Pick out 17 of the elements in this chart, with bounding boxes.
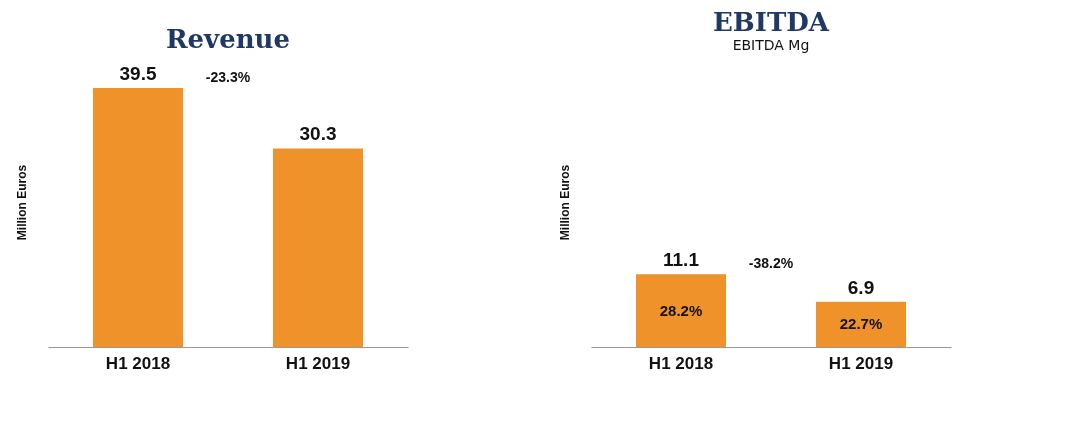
data-label: 39.5 <box>119 63 157 85</box>
y-axis-title: Million Euros <box>557 164 572 241</box>
text: -23.3% <box>205 69 251 86</box>
annotation: 28.2% <box>659 301 703 319</box>
data-label: 30.3 <box>299 123 337 145</box>
x-tick-label: H1 2019 <box>285 353 351 373</box>
data-label: 6.9 <box>847 276 875 298</box>
x-tick-label: H1 2019 <box>828 353 894 373</box>
data-label: 11.1 <box>663 249 700 271</box>
chart-subtitle: EBITDA Mg <box>732 37 810 53</box>
chart-title: EBITDA <box>712 7 830 37</box>
x-tick-label: H1 2018 <box>105 353 171 373</box>
text: -38.2% <box>748 255 794 272</box>
annotation: 22.7% <box>839 315 883 333</box>
chart-title: Revenue <box>165 24 291 54</box>
x-tick-label: H1 2018 <box>648 353 714 373</box>
y-axis-title: Million Euros <box>14 164 29 241</box>
